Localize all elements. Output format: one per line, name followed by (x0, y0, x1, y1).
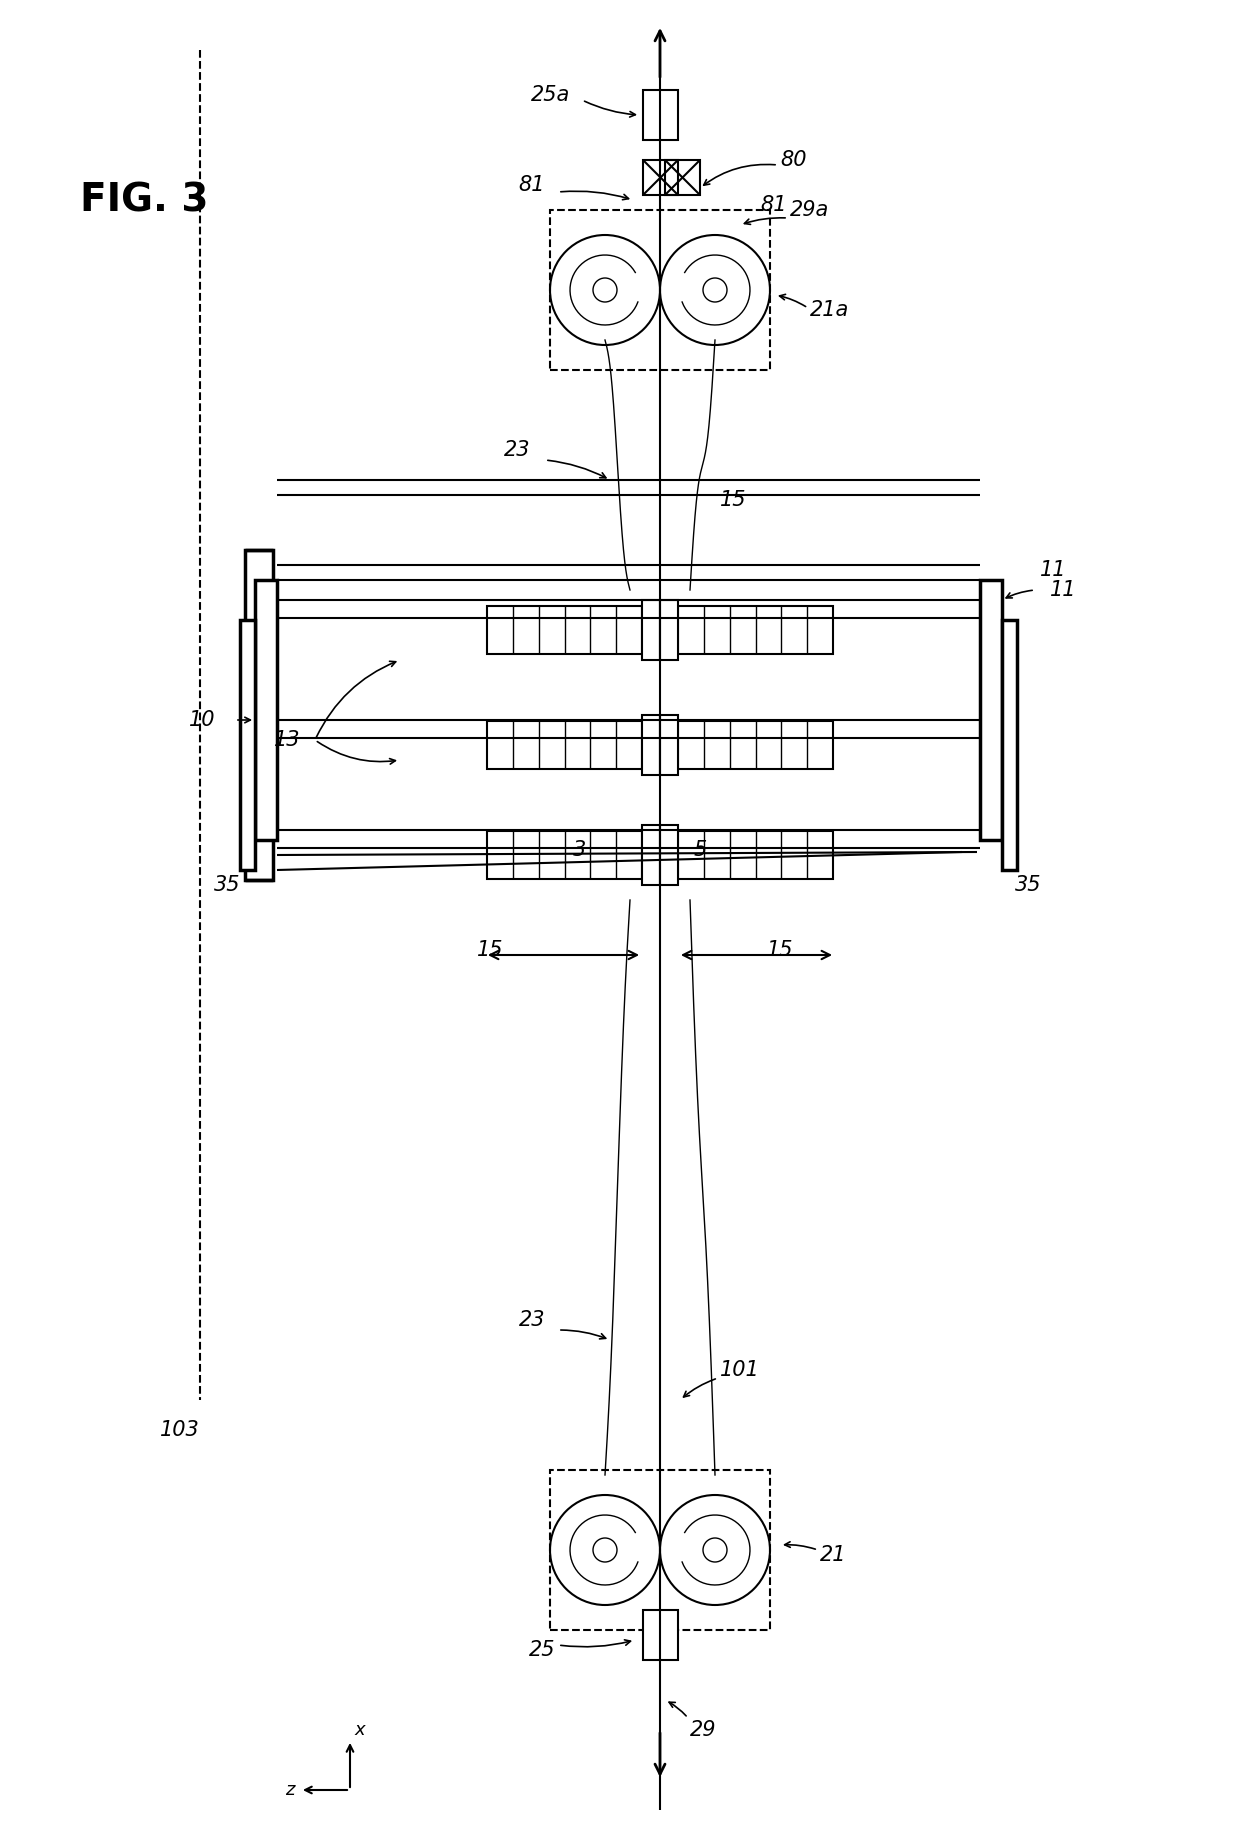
Text: z: z (285, 1781, 295, 1799)
Text: 21a: 21a (810, 300, 849, 321)
Text: 25a: 25a (531, 84, 570, 104)
Bar (241, 619, 255, 870)
Bar (551, 211, 770, 370)
Text: 13: 13 (274, 729, 300, 749)
Bar (1002, 619, 1017, 870)
Text: 81: 81 (760, 194, 786, 214)
Bar (255, 581, 277, 841)
Text: 5: 5 (693, 841, 707, 859)
Bar (644, 1610, 678, 1660)
Text: 15: 15 (476, 940, 503, 960)
Text: 35: 35 (213, 876, 241, 896)
Text: 21: 21 (820, 1544, 847, 1565)
Text: 23: 23 (503, 440, 529, 460)
Bar (660, 601, 678, 660)
Bar (644, 90, 678, 139)
Text: 11: 11 (1040, 561, 1066, 581)
Text: 10: 10 (188, 711, 215, 729)
Bar (660, 714, 678, 775)
Bar (678, 606, 833, 654)
Bar (665, 159, 701, 194)
Bar (487, 832, 642, 879)
Bar (642, 601, 660, 660)
Text: 15: 15 (766, 940, 794, 960)
Text: 25: 25 (528, 1640, 556, 1660)
Bar (678, 722, 833, 769)
Text: 103: 103 (160, 1420, 200, 1440)
Bar (642, 714, 660, 775)
Bar (487, 606, 642, 654)
Text: 23: 23 (518, 1310, 546, 1330)
Text: 101: 101 (720, 1359, 760, 1379)
Text: 3: 3 (573, 841, 587, 859)
Text: 15: 15 (720, 489, 746, 509)
Bar (678, 832, 833, 879)
Bar (980, 581, 1002, 841)
Text: 35: 35 (1016, 876, 1042, 896)
Text: x: x (355, 1720, 366, 1739)
Bar (487, 722, 642, 769)
Bar (551, 1469, 770, 1630)
Bar (644, 159, 678, 194)
Text: 11: 11 (1050, 581, 1076, 601)
Bar (642, 824, 660, 885)
Text: 29: 29 (689, 1720, 717, 1740)
Text: 80: 80 (780, 150, 806, 170)
Bar (246, 550, 273, 879)
Text: 29a: 29a (790, 200, 830, 220)
Text: 81: 81 (518, 176, 546, 194)
Bar (660, 824, 678, 885)
Text: FIG. 3: FIG. 3 (81, 181, 208, 220)
